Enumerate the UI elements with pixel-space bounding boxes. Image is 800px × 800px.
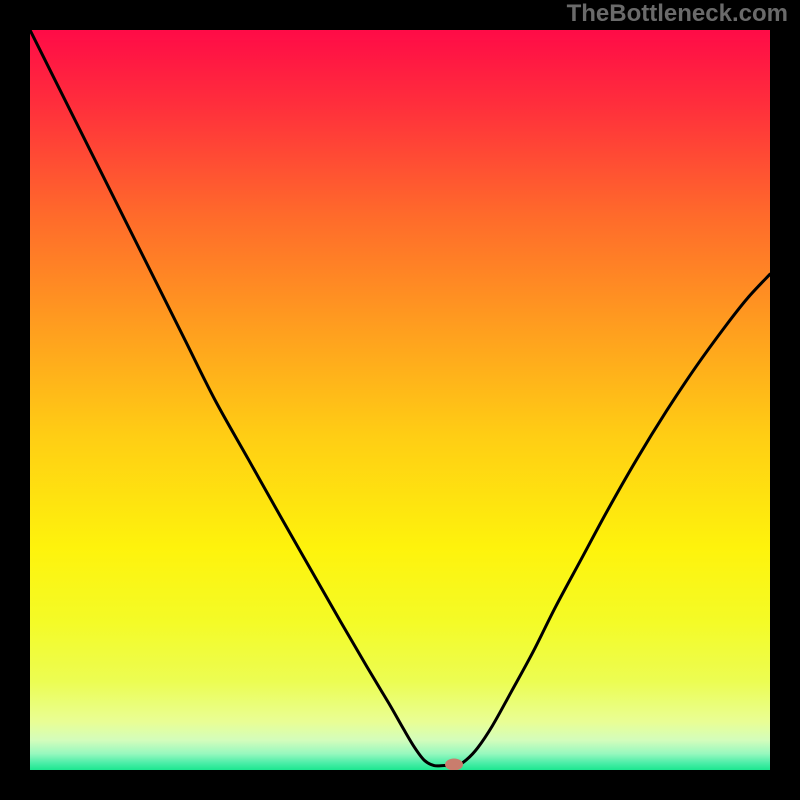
chart-container: TheBottleneck.com: [0, 0, 800, 800]
watermark-text: TheBottleneck.com: [567, 0, 788, 28]
bottleneck-plot: [30, 30, 770, 770]
optimal-point-marker: [445, 758, 463, 770]
gradient-background: [30, 30, 770, 770]
